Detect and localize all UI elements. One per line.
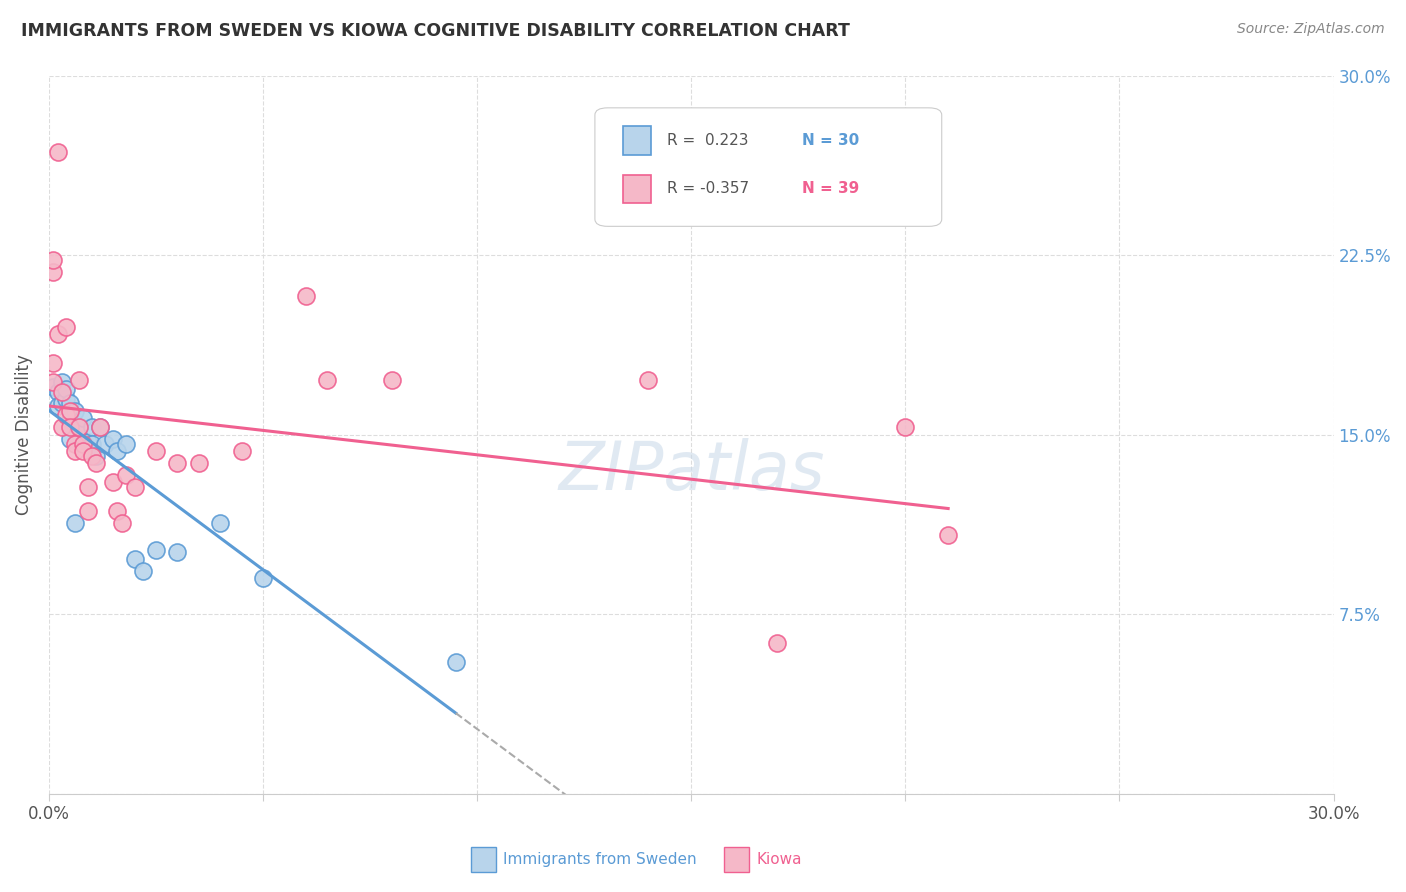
Y-axis label: Cognitive Disability: Cognitive Disability [15,354,32,515]
Point [63,444,86,458]
Point [42,380,65,394]
Point [42,252,65,267]
Point [103,475,125,490]
Point [46,399,69,413]
Point [55,392,77,406]
Text: ZIPatlas: ZIPatlas [558,437,824,503]
Point [894,420,917,434]
Point [166,545,188,559]
Point [46,384,69,399]
Point [115,468,138,483]
Point [115,437,138,451]
Point [63,516,86,531]
Point [80,437,103,451]
Point [231,444,253,458]
Point [316,372,339,386]
Point [51,375,73,389]
Point [42,356,65,370]
Point [63,437,86,451]
Point [145,542,167,557]
Point [72,410,94,425]
Text: R = -0.357: R = -0.357 [666,181,749,196]
Point [55,409,77,423]
Point [46,145,69,160]
FancyBboxPatch shape [623,175,651,203]
Point [145,444,167,458]
Point [187,456,209,470]
Point [67,372,90,386]
Text: Source: ZipAtlas.com: Source: ZipAtlas.com [1237,22,1385,37]
Point [51,396,73,410]
Point [103,433,125,447]
Point [766,636,789,650]
Text: N = 39: N = 39 [801,181,859,196]
Text: IMMIGRANTS FROM SWEDEN VS KIOWA COGNITIVE DISABILITY CORRELATION CHART: IMMIGRANTS FROM SWEDEN VS KIOWA COGNITIV… [21,22,851,40]
Point [72,444,94,458]
Point [67,420,90,434]
Point [55,382,77,396]
Point [51,384,73,399]
Point [76,480,98,494]
Point [84,456,107,470]
Point [93,437,115,451]
Point [80,449,103,463]
FancyBboxPatch shape [595,108,942,227]
Point [84,449,107,463]
Text: N = 30: N = 30 [801,133,859,148]
Point [107,504,129,518]
Text: R =  0.223: R = 0.223 [666,133,748,148]
Point [46,327,69,342]
Point [209,516,232,531]
Point [59,396,82,410]
Point [936,528,959,542]
Point [380,372,402,386]
Point [124,480,146,494]
Point [637,372,659,386]
Point [111,516,134,531]
Point [295,289,318,303]
Point [89,420,111,434]
Text: Immigrants from Sweden: Immigrants from Sweden [503,853,697,867]
Point [72,437,94,451]
Point [444,655,467,669]
Point [42,265,65,279]
Point [63,403,86,417]
Point [59,413,82,427]
Point [107,444,129,458]
FancyBboxPatch shape [623,126,651,154]
Point [59,403,82,417]
Text: Kiowa: Kiowa [756,853,801,867]
Point [124,552,146,566]
Point [55,319,77,334]
Point [76,434,98,449]
Point [76,504,98,518]
Point [252,571,274,585]
Point [42,375,65,389]
Point [166,456,188,470]
Point [80,420,103,434]
Point [89,420,111,434]
Point [132,564,155,578]
Point [59,420,82,434]
Point [59,433,82,447]
Point [67,420,90,434]
Point [51,420,73,434]
